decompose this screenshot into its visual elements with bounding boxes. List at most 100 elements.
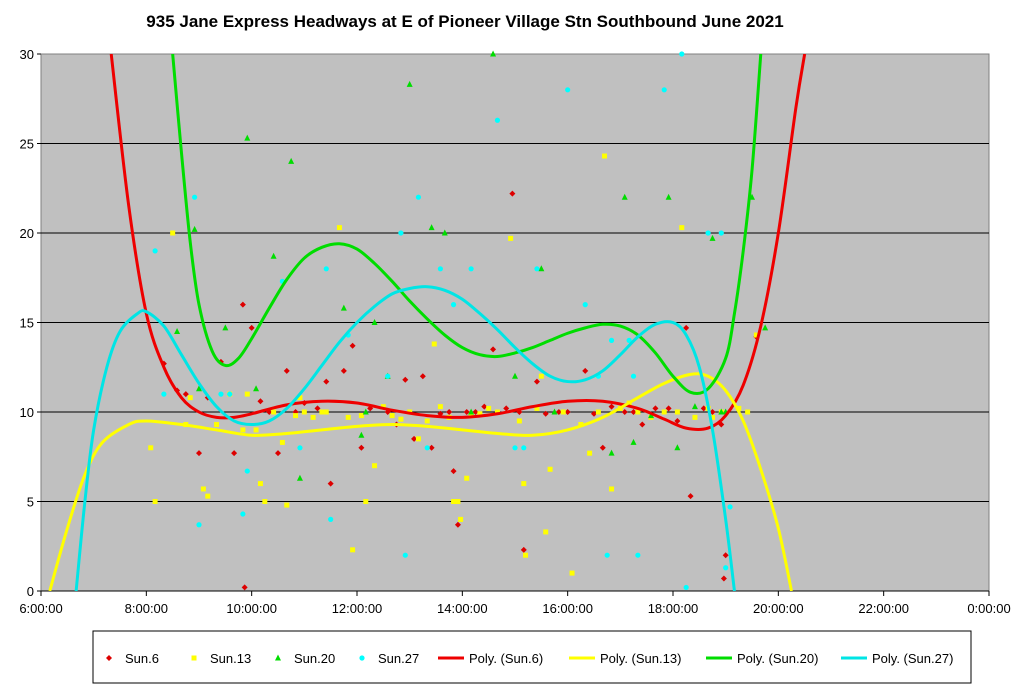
sun-6-point: [683, 324, 690, 331]
sun-6-point: [349, 342, 356, 349]
legend-poly-sun-13-label: Poly. (Sun.13): [600, 651, 681, 666]
sun-13-point: [148, 445, 154, 451]
sun-27-point: [661, 87, 667, 93]
sun-6-point: [687, 493, 694, 500]
sun-6-point: [503, 405, 510, 412]
sun-6-point: [419, 373, 426, 380]
legend-sun-20-label: Sun.20: [294, 651, 335, 666]
y-tick-label: 30: [20, 47, 34, 62]
sun-13-point: [279, 439, 285, 445]
sun-27-point: [683, 584, 689, 591]
sun-6-point: [196, 450, 202, 457]
sun-27-point: [494, 117, 501, 123]
sun-27-point: [424, 445, 430, 451]
sun-13-point: [486, 405, 492, 411]
y-tick-label: 10: [20, 405, 34, 420]
sun-13-point: [257, 481, 263, 487]
sun-13-point: [455, 499, 461, 504]
sun-27-point: [608, 337, 615, 343]
legend-sun-20-marker: [275, 654, 281, 661]
sun-13-point: [753, 332, 759, 338]
sun-13-point: [380, 404, 386, 410]
sun-6-point: [446, 409, 453, 415]
sun-13-point: [635, 409, 641, 415]
sun-6-point: [340, 367, 347, 374]
y-tick-label: 15: [20, 316, 34, 331]
sun-20-point: [428, 224, 435, 231]
sun-6-point: [283, 367, 290, 374]
x-tick-label: 14:00:00: [437, 601, 488, 616]
sun-6-point: [630, 409, 637, 415]
legend-sun-6-label: Sun.6: [125, 651, 159, 666]
sun-13-point: [538, 373, 544, 379]
sun-20-point: [441, 229, 448, 236]
sun-13-point: [345, 414, 351, 420]
trendlines: [48, 54, 807, 591]
sun-6-point: [722, 552, 729, 559]
legend-box: [92, 630, 972, 684]
sun-13-point: [451, 499, 457, 504]
sun-20-point: [691, 403, 698, 410]
sun-27-point: [718, 230, 724, 236]
sun-13-point: [200, 486, 206, 492]
sun-6-point: [327, 480, 334, 487]
sun-6-point: [257, 398, 264, 405]
sun-6-point: [542, 410, 549, 417]
sun-27-point: [328, 516, 334, 523]
sun-13-point: [262, 499, 268, 504]
sun-13-point: [415, 436, 421, 442]
sun-6-point: [428, 444, 435, 451]
sun-13-point: [508, 235, 514, 241]
sun-6-point: [555, 409, 562, 415]
sun-13-point: [205, 493, 211, 499]
sun-6-point: [591, 410, 597, 417]
sun-6-point: [652, 405, 659, 412]
sun-6-point: [323, 378, 330, 385]
x-tick-label: 20:00:00: [753, 601, 804, 616]
sun-6-point: [454, 521, 461, 528]
legend-sun-6-marker: [106, 655, 112, 661]
poly-sun-27-line: [74, 285, 736, 591]
y-tick-label: 20: [20, 226, 34, 241]
x-tick-label: 6:00:00: [19, 601, 62, 616]
sun-6-point: [490, 346, 497, 353]
sun-20-point: [490, 50, 497, 57]
sun-20-point: [630, 438, 637, 445]
sun-13-point: [271, 409, 277, 415]
sun-27-point: [604, 552, 610, 558]
sun-27-point: [727, 504, 733, 510]
chart-title: 935 Jane Express Headways at E of Pionee…: [146, 12, 783, 31]
sun-6-point: [533, 378, 540, 385]
sun-20-point: [253, 385, 260, 392]
x-tick-label: 16:00:00: [542, 601, 593, 616]
sun-27-point: [468, 266, 474, 272]
sun-20-point: [621, 193, 628, 200]
sun-20-point: [174, 327, 181, 334]
sun-13-point: [602, 153, 608, 159]
sun-13-point: [152, 499, 158, 504]
sun-13-point: [187, 395, 193, 401]
sun-20-point: [358, 431, 365, 438]
sun-13-point: [609, 486, 615, 492]
sun-13-point: [595, 409, 601, 415]
x-axis-ticks: 6:00:00 8:00:00 10:00:00 12:00:00 14:00:00 16…: [19, 590, 1011, 616]
poly-sun-20-line: [171, 54, 763, 396]
sun-6-point: [231, 450, 238, 457]
sun-27-point: [385, 373, 391, 379]
sun-13-point: [674, 409, 680, 415]
sun-20-point: [718, 408, 725, 415]
sun-20-point: [648, 412, 655, 419]
sun-6-point: [241, 584, 248, 591]
sun-13-point: [547, 466, 553, 472]
legend-poly-sun-6-label: Poly. (Sun.6): [469, 651, 543, 666]
legend-sun-27-label: Sun.27: [378, 651, 419, 666]
sun-13-point: [240, 427, 246, 433]
legend-poly-sun-20-label: Poly. (Sun.20): [737, 651, 818, 666]
sun-6-point: [608, 403, 615, 410]
sun-27-point: [196, 522, 202, 528]
sun-20-point: [244, 134, 251, 141]
sun-20-point: [468, 408, 475, 415]
sun-6-point: [700, 405, 707, 412]
sun-27-point: [679, 51, 685, 57]
